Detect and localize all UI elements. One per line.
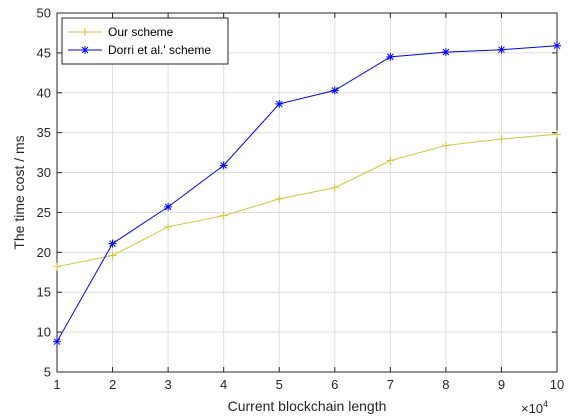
x-tick-label: 6 xyxy=(331,377,338,392)
data-point xyxy=(164,222,173,231)
legend-item: Dorri et al.' scheme xyxy=(68,43,211,57)
x-tick-label: 9 xyxy=(498,377,505,392)
grid xyxy=(56,12,558,373)
y-axis-label: The time cost / ms xyxy=(11,135,27,249)
x-tick-label: 4 xyxy=(220,377,227,392)
legend-item: Our scheme xyxy=(68,25,174,39)
x-tick-label: 3 xyxy=(164,377,171,392)
data-point xyxy=(497,135,506,144)
y-tick-label: 50 xyxy=(37,6,51,21)
data-point xyxy=(441,48,450,57)
legend-marker xyxy=(81,46,89,54)
y-tick-label: 30 xyxy=(37,165,51,180)
y-tick-label: 15 xyxy=(37,285,51,300)
legend-box xyxy=(61,17,229,65)
legend-marker xyxy=(81,28,89,36)
data-point xyxy=(275,99,284,108)
series-layer xyxy=(53,41,561,346)
y-tick-label: 45 xyxy=(37,45,51,60)
x-tick-label: 5 xyxy=(276,377,283,392)
data-point xyxy=(275,194,284,203)
y-tick-label: 5 xyxy=(44,365,51,380)
data-point xyxy=(108,239,117,248)
legend: Our scheme Dorri et al.' scheme xyxy=(61,17,229,65)
x-tick-label: 8 xyxy=(442,377,449,392)
legend-label: Dorri et al.' scheme xyxy=(108,43,211,57)
legend-label: Our scheme xyxy=(108,25,174,39)
data-point xyxy=(164,202,173,211)
data-point xyxy=(330,86,339,95)
data-point xyxy=(53,262,61,271)
y-tick-label: 40 xyxy=(37,85,51,100)
x-axis-exponent-base: ×10 xyxy=(521,401,543,416)
y-tick-label: 35 xyxy=(37,125,51,140)
series-line xyxy=(56,133,558,268)
data-point xyxy=(386,156,395,165)
data-point xyxy=(219,161,228,170)
y-tick-label: 25 xyxy=(37,205,51,220)
series-line xyxy=(56,45,558,342)
data-point xyxy=(330,183,339,192)
y-tick-label: 10 xyxy=(37,325,51,340)
data-point xyxy=(219,211,228,220)
data-point xyxy=(441,141,450,150)
data-point xyxy=(553,130,561,139)
data-point xyxy=(386,52,395,61)
series-1 xyxy=(53,130,561,271)
data-point xyxy=(497,45,506,54)
x-tick-label: 10 xyxy=(550,377,564,392)
x-tick-label: 2 xyxy=(109,377,116,392)
data-point xyxy=(553,41,561,50)
data-point xyxy=(53,337,61,346)
x-tick-label: 1 xyxy=(53,377,60,392)
x-tick-label: 7 xyxy=(387,377,394,392)
plot-area xyxy=(56,12,558,373)
series-2 xyxy=(53,41,561,346)
data-point xyxy=(108,251,117,260)
x-axis-exponent-power: 4 xyxy=(543,399,548,409)
y-tick-label: 20 xyxy=(37,245,51,260)
x-axis-exponent: ×104 xyxy=(521,399,548,416)
x-axis-label: Current blockchain length xyxy=(228,398,387,414)
